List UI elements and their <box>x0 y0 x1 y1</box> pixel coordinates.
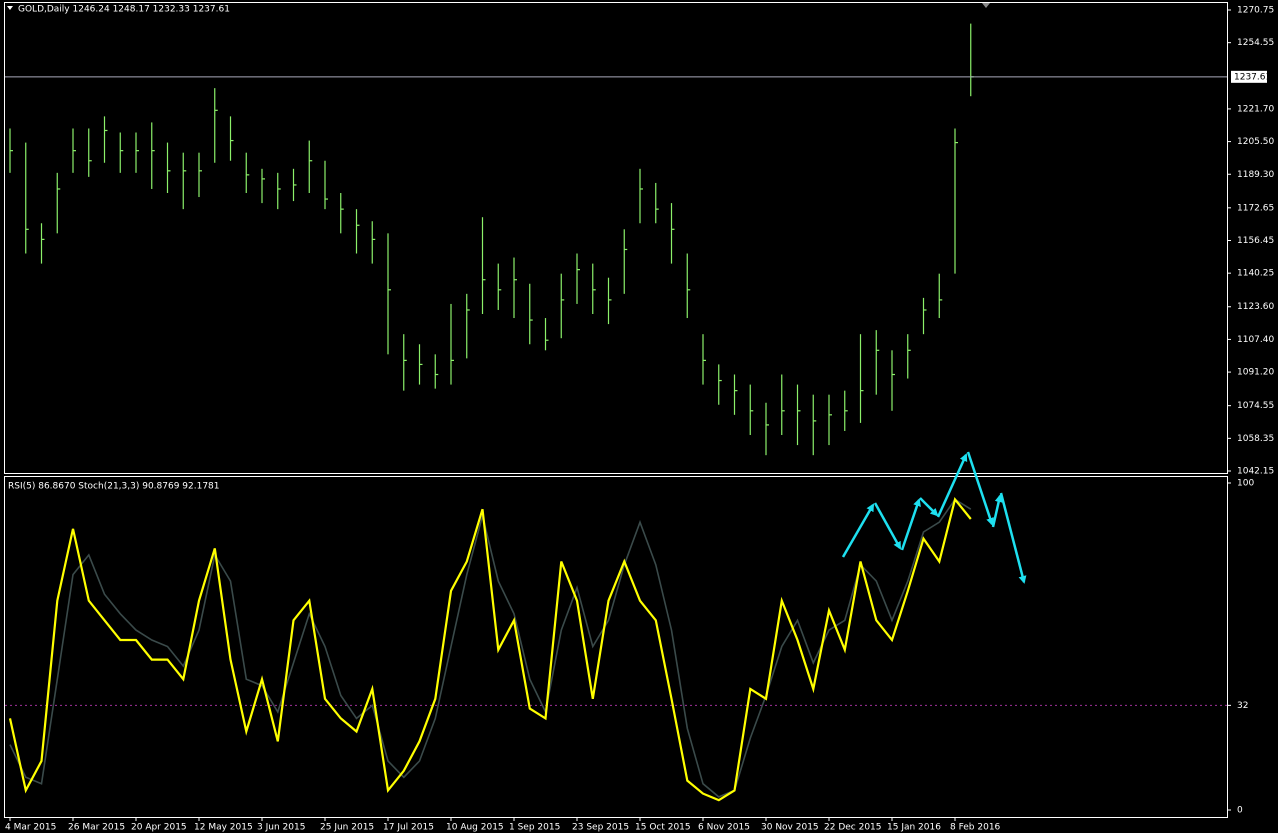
x-tick-label: 30 Nov 2015 <box>761 823 819 833</box>
y-tick-label: 1156.45 <box>1237 236 1274 246</box>
y-tick-label: 32 <box>1237 701 1248 711</box>
arrow <box>841 503 875 558</box>
x-tick-label: 22 Dec 2015 <box>824 823 882 833</box>
x-tick-label: 17 Jul 2015 <box>383 823 434 833</box>
arrow <box>966 451 994 526</box>
x-tick-label: 20 Apr 2015 <box>131 823 187 833</box>
oscillator-title: RSI(5) 86.8670 Stoch(21,3,3) 90.8769 92.… <box>8 482 220 492</box>
arrow <box>900 498 921 551</box>
arrow <box>873 502 902 550</box>
price-panel <box>4 2 1228 474</box>
x-tick-label: 12 May 2015 <box>194 823 253 833</box>
last-price-box <box>1231 70 1267 83</box>
y-tick-label: 1042.15 <box>1237 467 1274 477</box>
arrow <box>936 453 968 518</box>
y-tick-label: 0 <box>1237 806 1243 816</box>
y-tick-label: 1189.30 <box>1237 170 1274 180</box>
price-title: GOLD,Daily 1246.24 1248.17 1232.33 1237.… <box>18 5 230 15</box>
x-tick-label: 26 Mar 2015 <box>68 823 125 833</box>
arrow <box>991 494 1003 528</box>
y-tick-label: 1091.20 <box>1237 368 1274 378</box>
plot: 1042.15 1058.35 1074.55 1091.20 1107.40 1123.… <box>5 6 1274 833</box>
y-tick-label: 100 <box>1237 479 1254 489</box>
x-tick-label: 8 Feb 2016 <box>950 823 1001 833</box>
y-tick-label: 1221.70 <box>1237 104 1274 114</box>
y-tick-label: 1254.55 <box>1237 38 1274 48</box>
oscillator-panel <box>4 476 1228 818</box>
y-tick-label: 1172.65 <box>1237 203 1274 213</box>
x-tick-label: 3 Jun 2015 <box>257 823 305 833</box>
series-line <box>8 496 972 802</box>
annotation-arrows <box>841 451 1027 584</box>
last-price-label: 1237.61 <box>1234 72 1271 82</box>
arrow <box>999 492 1027 584</box>
x-tick-label: 10 Aug 2015 <box>446 823 504 833</box>
y-tick-label: 1123.60 <box>1237 302 1274 312</box>
menu-triangle <box>7 6 13 10</box>
x-tick-label: 25 Jun 2015 <box>320 823 374 833</box>
y-tick-label: 1074.55 <box>1237 401 1274 411</box>
x-tick-label: 1 Sep 2015 <box>509 823 560 833</box>
x-tick-label: 6 Nov 2015 <box>698 823 750 833</box>
y-tick-label: 1058.35 <box>1237 434 1274 444</box>
shift-marker <box>982 3 990 8</box>
x-tick-label: 15 Jan 2016 <box>887 823 941 833</box>
x-tick-label: 4 Mar 2015 <box>5 823 56 833</box>
y-tick-label: 1205.50 <box>1237 137 1274 147</box>
y-tick-label: 1107.40 <box>1237 335 1274 345</box>
arrow <box>919 497 939 517</box>
y-tick-label: 1140.25 <box>1237 269 1274 279</box>
y-tick-label: 1270.75 <box>1237 6 1274 16</box>
x-tick-label: 15 Oct 2015 <box>635 823 691 833</box>
series-line <box>9 498 972 798</box>
x-tick-label: 23 Sep 2015 <box>572 823 629 833</box>
